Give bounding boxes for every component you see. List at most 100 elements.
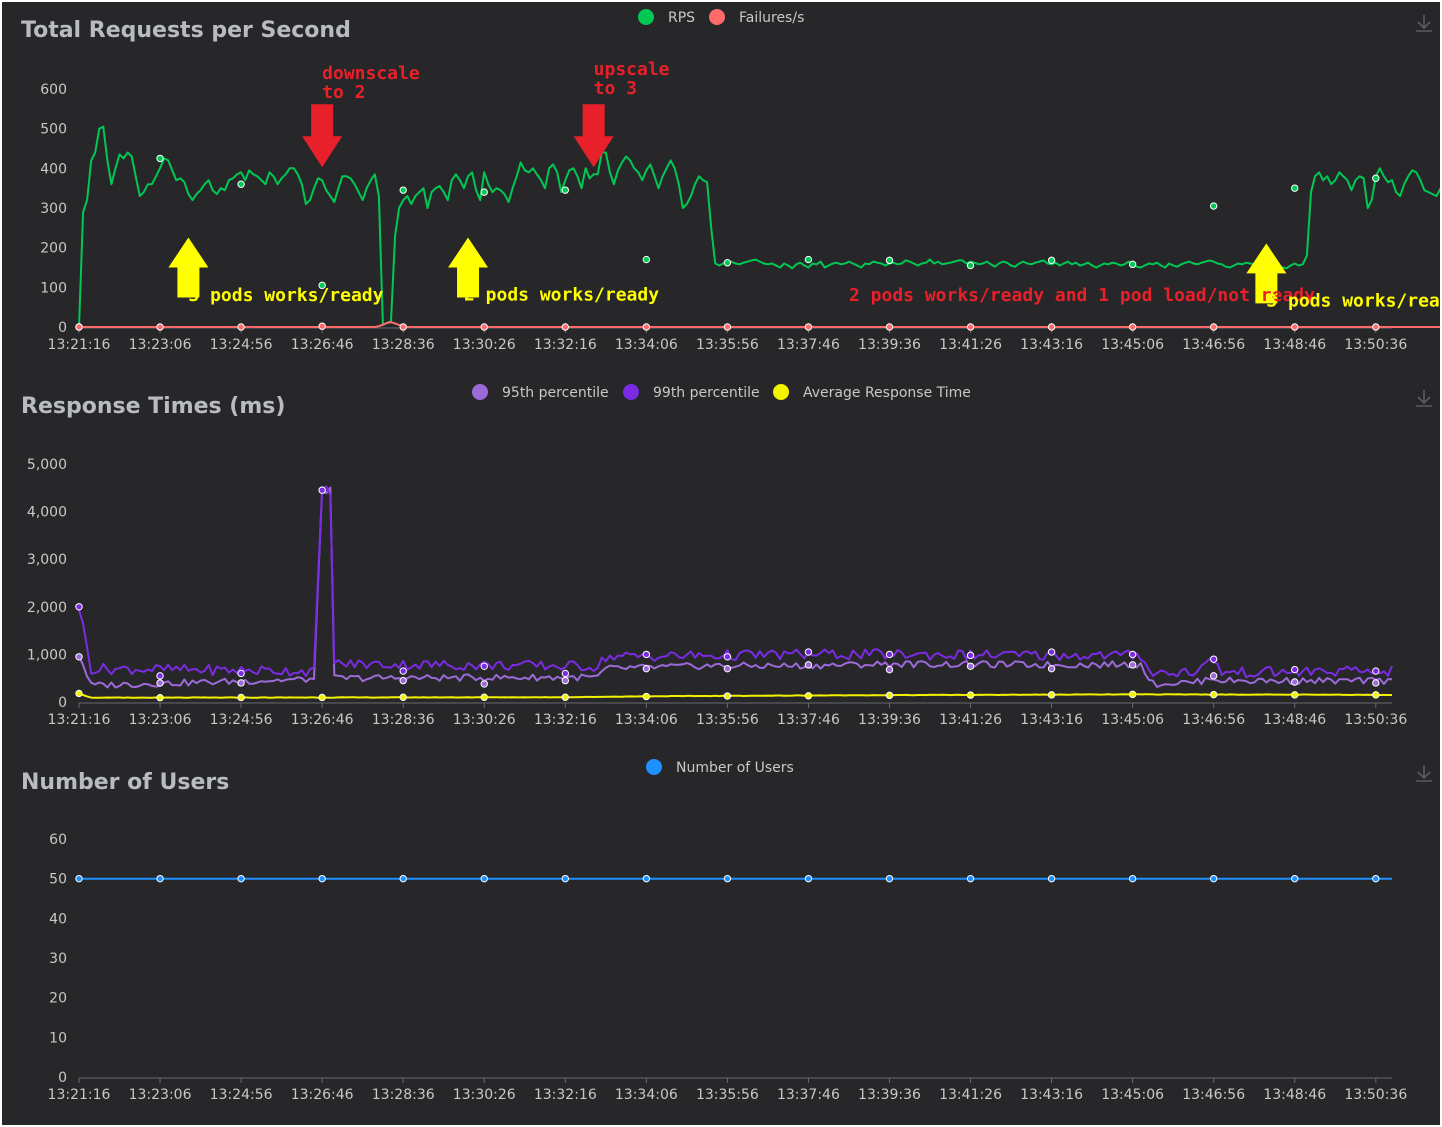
data-point-95th-percentile <box>1372 679 1380 687</box>
data-point-average-response-time <box>1128 690 1137 699</box>
x-tick-label: 13:23:06 <box>129 712 192 728</box>
y-tick-label: 30 <box>49 951 67 967</box>
data-point-rps <box>1209 202 1218 210</box>
chart-title: Response Times (ms) <box>21 394 285 419</box>
legend-dot-99th-percentile <box>623 384 639 400</box>
y-tick-label: 1,000 <box>27 647 67 663</box>
data-point-99th-percentile <box>1291 665 1299 674</box>
data-point-average-response-time <box>966 691 975 699</box>
y-tick-label: 0 <box>58 1070 67 1086</box>
data-point-99th-percentile <box>318 486 326 494</box>
data-point-failures-s <box>1372 323 1380 331</box>
x-tick-label: 13:45:06 <box>1101 1087 1164 1103</box>
data-point-average-response-time <box>480 693 488 701</box>
download-icon[interactable] <box>1416 765 1432 782</box>
data-point-number-of-users <box>642 874 651 883</box>
data-point-rps <box>1372 174 1380 182</box>
data-point-number-of-users <box>1047 874 1056 883</box>
y-tick-label: 600 <box>40 82 67 98</box>
data-point-99th-percentile <box>561 669 569 678</box>
x-tick-label: 13:30:26 <box>453 337 516 353</box>
annotation-3-pods-works-ready: 3 pods works/ready <box>1266 290 1440 311</box>
data-point-number-of-users <box>156 874 164 883</box>
y-tick-label: 0 <box>58 320 67 336</box>
x-tick-label: 13:28:36 <box>372 712 435 728</box>
data-point-failures-s <box>237 323 245 331</box>
x-tick-label: 13:48:46 <box>1263 712 1326 728</box>
chart-title: Total Requests per Second <box>21 18 351 43</box>
data-point-average-response-time <box>642 692 651 701</box>
data-point-99th-percentile <box>966 651 975 660</box>
x-tick-label: 13:39:36 <box>858 337 921 353</box>
y-tick-label: 3,000 <box>27 552 67 568</box>
annotation-upscale: upscale <box>594 59 670 80</box>
rps-chart: Total Requests per Second RPS Failures/s01… <box>21 9 1440 353</box>
x-tick-label: 13:50:36 <box>1344 712 1407 728</box>
x-tick-label: 13:43:16 <box>1020 337 1083 353</box>
data-point-failures-s <box>1209 323 1218 331</box>
data-point-failures-s <box>1291 323 1299 331</box>
data-point-average-response-time <box>1047 691 1056 699</box>
legend-label-rps: RPS <box>668 10 695 26</box>
legend-label-number-of-users: Number of Users <box>676 760 794 776</box>
y-tick-label: 100 <box>40 280 67 296</box>
data-point-number-of-users <box>318 874 326 883</box>
annotation-red-arrow <box>302 104 343 168</box>
y-tick-label: 300 <box>40 201 67 217</box>
data-point-95th-percentile <box>75 653 83 661</box>
data-point-failures-s <box>75 323 83 331</box>
data-point-95th-percentile <box>561 676 569 685</box>
download-icon[interactable] <box>1416 15 1432 32</box>
x-tick-label: 13:32:16 <box>534 712 597 728</box>
x-tick-label: 13:34:06 <box>615 337 678 353</box>
data-point-99th-percentile <box>480 662 488 670</box>
x-tick-label: 13:34:06 <box>615 1087 678 1103</box>
legend-dot-95th-percentile <box>472 384 488 400</box>
data-point-95th-percentile <box>1047 664 1056 673</box>
users-chart: Number of Users Number of Users 0 10 20 30 40 5… <box>21 759 1432 1103</box>
annotation-3-pods-works-ready: 3 pods works/ready <box>188 285 383 306</box>
x-tick-label: 13:41:26 <box>939 712 1002 728</box>
x-tick-label: 13:43:16 <box>1020 1087 1083 1103</box>
data-point-failures-s <box>156 323 164 331</box>
annotation-yellow-arrow <box>168 237 209 298</box>
data-point-average-response-time <box>561 693 569 701</box>
download-icon-glyph <box>1416 15 1432 32</box>
data-point-average-response-time <box>399 693 407 701</box>
data-point-rps <box>642 255 651 264</box>
y-tick-label: 60 <box>49 832 67 848</box>
data-point-rps <box>561 186 569 194</box>
annotation-yellow-arrow <box>448 237 489 298</box>
annotation-red-arrow <box>573 104 614 168</box>
y-tick-label: 20 <box>49 991 67 1007</box>
data-point-failures-s <box>885 323 894 331</box>
x-tick-label: 13:39:36 <box>858 712 921 728</box>
data-point-failures-s <box>480 323 488 331</box>
download-icon-glyph <box>1416 765 1432 782</box>
data-point-number-of-users <box>237 874 245 883</box>
data-point-95th-percentile <box>642 664 651 673</box>
annotation-to-3: to 3 <box>594 78 637 99</box>
data-point-99th-percentile <box>885 650 894 659</box>
annotation-to-2: to 2 <box>322 82 365 103</box>
data-point-99th-percentile <box>156 672 164 680</box>
data-point-number-of-users <box>1372 874 1380 883</box>
data-point-rps <box>1047 256 1056 265</box>
legend-dot-number-of-users <box>646 759 662 775</box>
x-tick-label: 13:24:56 <box>210 1087 273 1103</box>
data-point-failures-s <box>1047 323 1056 331</box>
data-point-rps <box>885 256 894 265</box>
data-point-number-of-users <box>966 874 975 883</box>
series-line-99th-percentile <box>78 485 1393 679</box>
data-point-rps <box>156 154 164 163</box>
x-tick-label: 13:37:46 <box>777 1087 840 1103</box>
x-tick-label: 13:46:56 <box>1182 1087 1245 1103</box>
annotation-downscale: downscale <box>322 63 420 84</box>
x-tick-label: 13:26:46 <box>291 337 354 353</box>
series-line-average-response-time <box>78 692 1392 699</box>
data-point-average-response-time <box>318 693 326 702</box>
download-icon[interactable] <box>1416 390 1432 407</box>
x-tick-label: 13:41:26 <box>939 337 1002 353</box>
series-line-rps <box>78 125 1440 328</box>
data-point-number-of-users <box>1128 874 1137 883</box>
